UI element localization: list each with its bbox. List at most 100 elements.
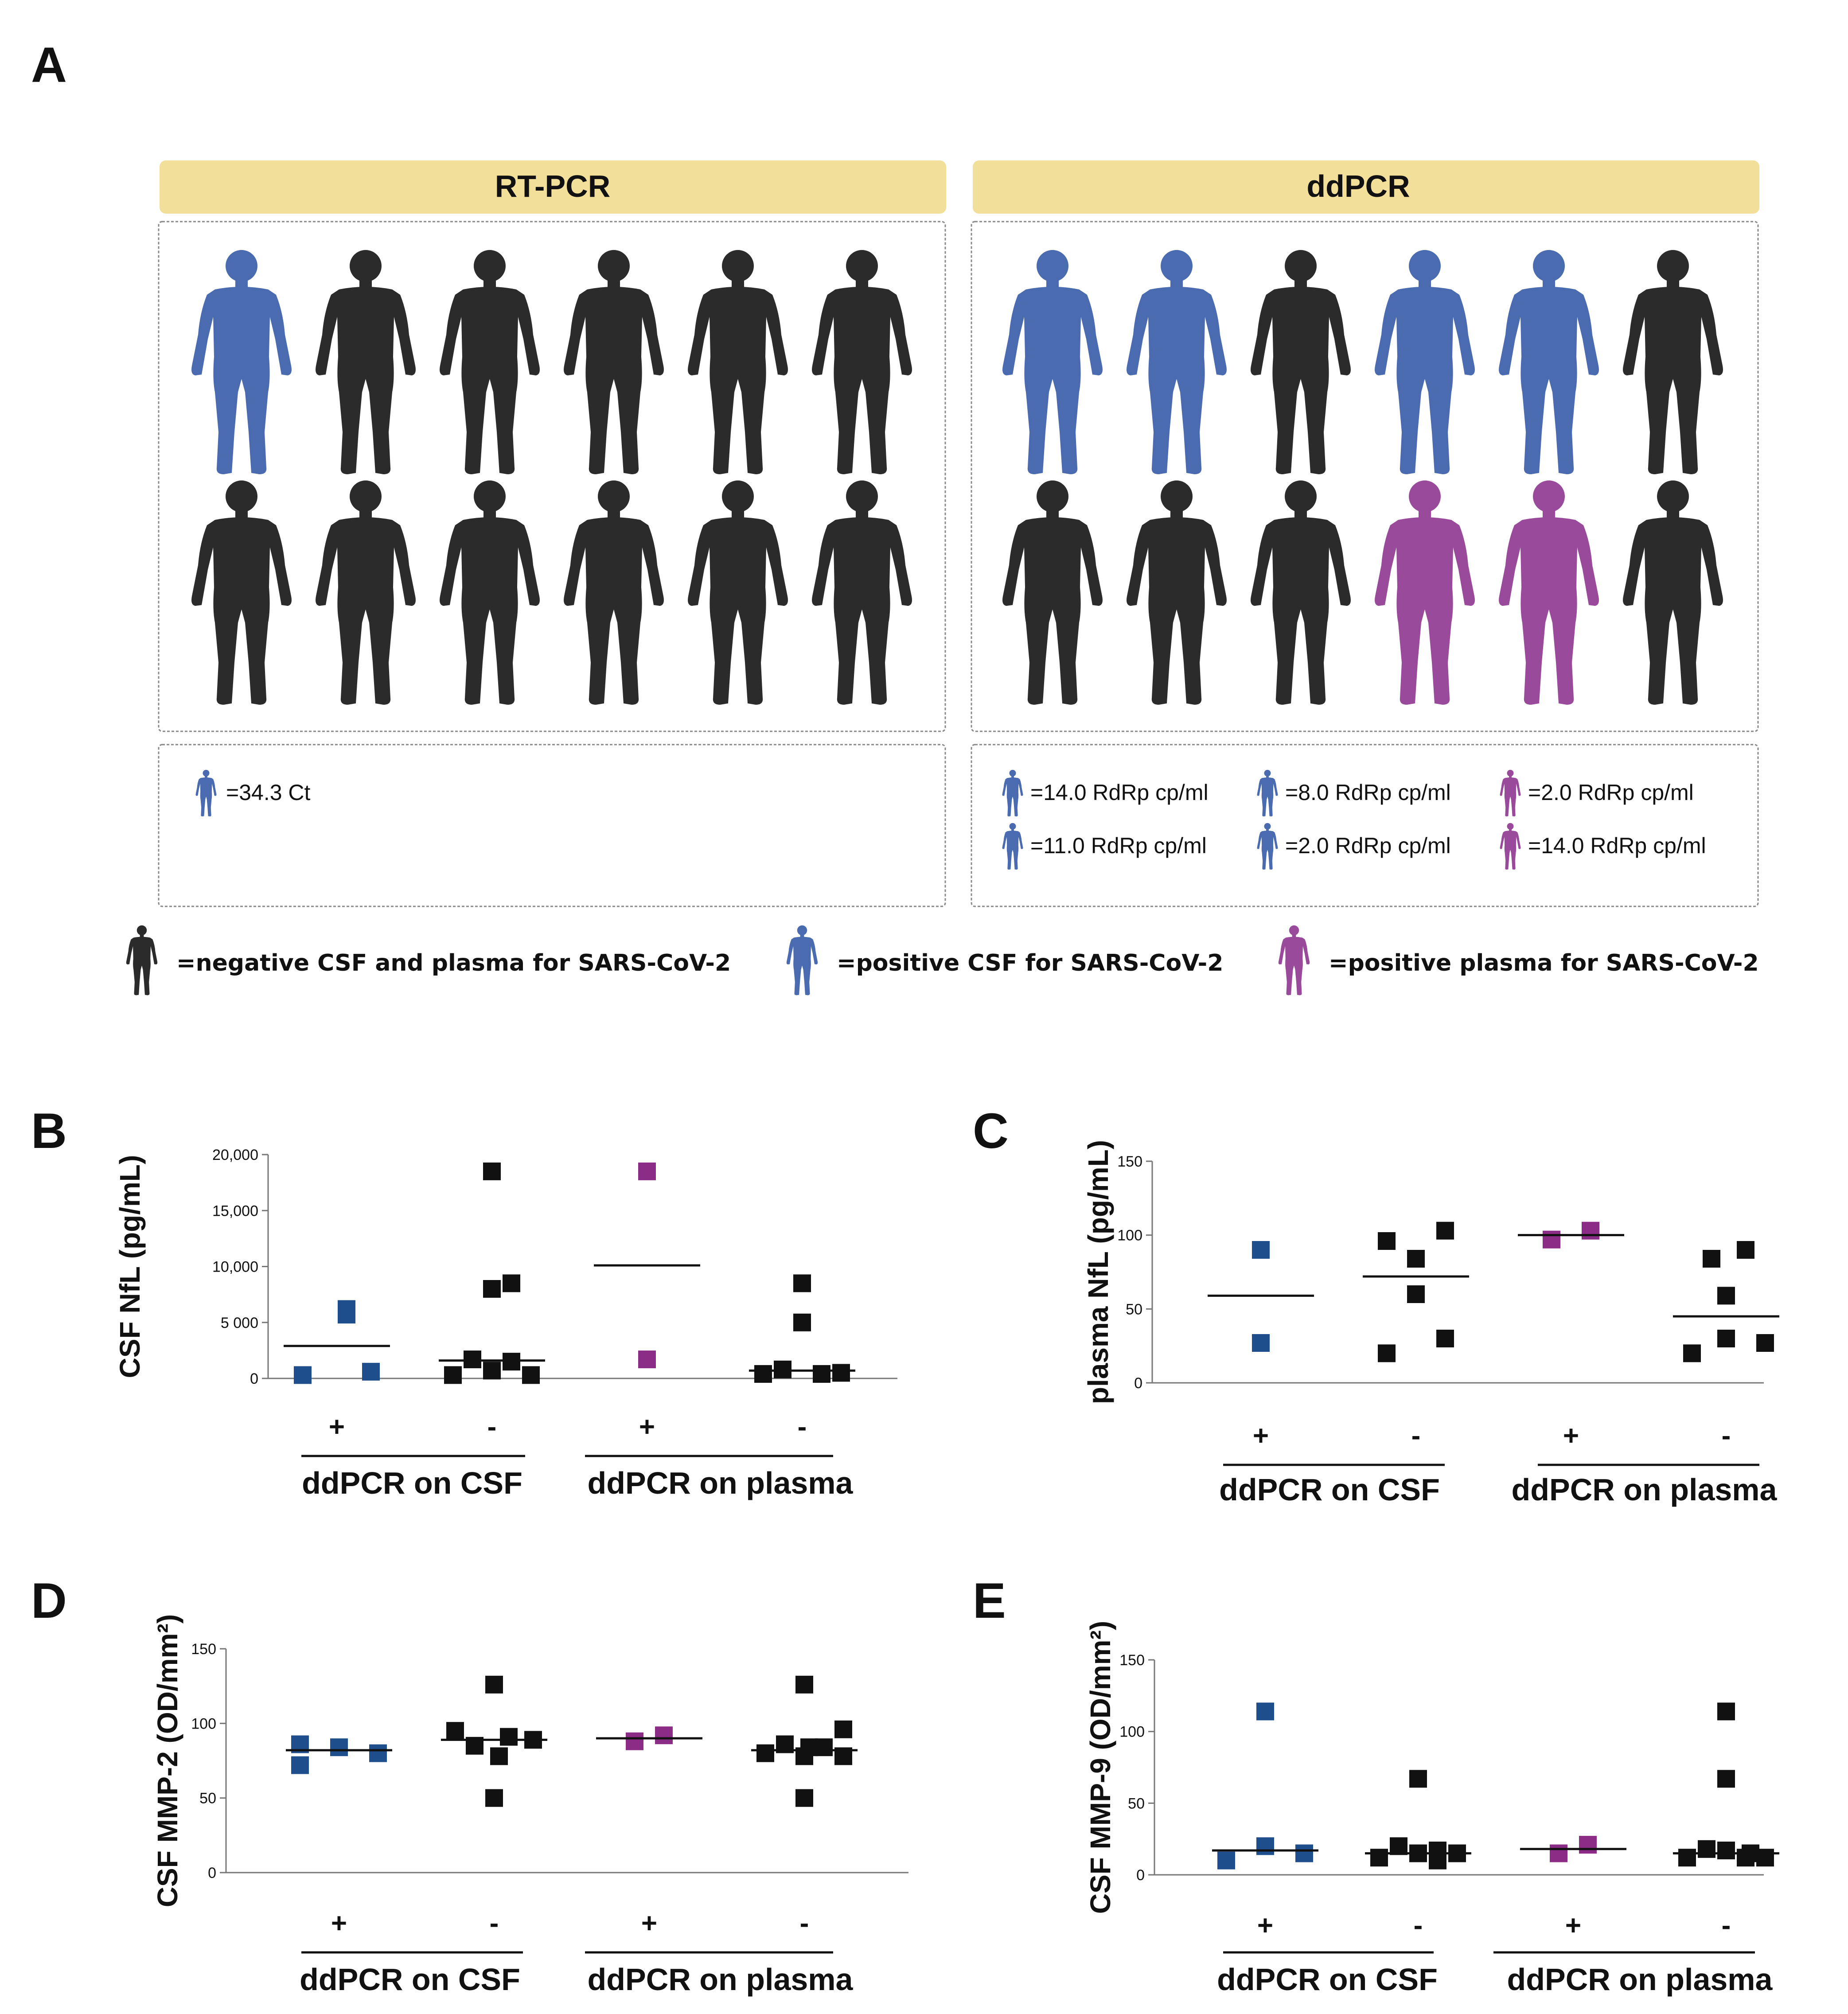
rdrp-value: =14.0 RdRp cp/ml xyxy=(1030,780,1209,805)
panel-letter-a: A xyxy=(31,37,67,93)
data-point-black xyxy=(774,1360,791,1378)
group-label: ddPCR on plasma xyxy=(588,1466,854,1500)
data-point-black xyxy=(1378,1232,1396,1250)
category-label: + xyxy=(641,1908,657,1939)
ddpcr-title: ddPCR xyxy=(1306,169,1410,203)
y-axis-label: CSF MMP-9 (OD/mm²) xyxy=(1084,1621,1116,1914)
data-point-blue xyxy=(1256,1837,1274,1855)
y-tick-label: 5 000 xyxy=(221,1315,258,1331)
key-blue-person-icon xyxy=(786,925,818,995)
ddpcr-values-box xyxy=(971,744,1759,907)
rtpcr-black-person-icon xyxy=(316,480,416,705)
data-point-black xyxy=(1390,1837,1407,1855)
rtpcr-black-person-icon xyxy=(316,250,416,474)
data-point-purple xyxy=(655,1726,673,1745)
group-label: ddPCR on CSF xyxy=(302,1466,522,1500)
group-label: ddPCR on plasma xyxy=(1512,1472,1778,1507)
y-tick-label: 50 xyxy=(1128,1795,1145,1812)
data-point-black xyxy=(1698,1840,1715,1858)
data-point-purple xyxy=(1579,1836,1597,1854)
panel-letter-d: D xyxy=(31,1573,67,1628)
data-point-black xyxy=(1717,1287,1735,1305)
group-label: ddPCR on plasma xyxy=(588,1962,854,1997)
panel-letter-e: E xyxy=(973,1573,1006,1628)
y-tick-label: 0 xyxy=(1136,1867,1145,1884)
data-point-black xyxy=(503,1353,520,1371)
y-tick-label: 0 xyxy=(208,1865,216,1881)
rtpcr-black-person-icon xyxy=(812,480,912,705)
data-point-black xyxy=(464,1350,481,1369)
data-point-black xyxy=(1683,1344,1701,1362)
y-tick-label: 150 xyxy=(1117,1153,1142,1170)
y-tick-label: 20,000 xyxy=(212,1147,258,1163)
key-black-person-icon xyxy=(126,925,158,995)
rtpcr-title: RT-PCR xyxy=(495,169,611,203)
data-point-blue xyxy=(362,1362,380,1381)
data-point-black xyxy=(793,1274,811,1292)
ddpcr-purple-person-icon xyxy=(1375,480,1475,705)
rtpcr-black-person-icon xyxy=(440,480,540,705)
data-point-black xyxy=(483,1362,501,1380)
data-point-purple xyxy=(1543,1230,1560,1249)
y-tick-label: 0 xyxy=(250,1370,258,1387)
blue-mini-person-icon xyxy=(1002,823,1023,870)
y-tick-label: 10,000 xyxy=(212,1259,258,1276)
rdrp-value: =2.0 RdRp cp/ml xyxy=(1528,780,1694,805)
data-point-blue xyxy=(338,1300,355,1318)
data-point-blue xyxy=(294,1366,312,1384)
y-tick-label: 150 xyxy=(1119,1652,1145,1669)
rdrp-value: =14.0 RdRp cp/ml xyxy=(1528,833,1706,858)
data-point-black xyxy=(756,1744,774,1762)
group-label: ddPCR on plasma xyxy=(1507,1962,1773,1997)
data-point-black xyxy=(485,1789,503,1807)
data-point-black xyxy=(1717,1770,1735,1788)
data-point-black xyxy=(1429,1851,1446,1870)
rtpcr-section: RT-PCR =34.3 Ct xyxy=(158,160,946,907)
blue-mini-person-icon xyxy=(1002,769,1023,816)
ddpcr-blue-person-icon xyxy=(1002,250,1103,474)
data-point-blue xyxy=(1252,1334,1270,1352)
data-point-black xyxy=(795,1675,813,1694)
ct-value: =34.3 Ct xyxy=(226,780,311,805)
data-point-black xyxy=(815,1738,833,1756)
data-point-black xyxy=(1436,1330,1454,1347)
ddpcr-black-person-icon xyxy=(1127,480,1227,705)
data-point-black xyxy=(500,1728,518,1746)
figure-key: =negative CSF and plasma for SARS-CoV-2 =… xyxy=(126,925,1759,995)
data-point-blue xyxy=(291,1756,309,1774)
rtpcr-black-person-icon xyxy=(812,250,912,474)
ddpcr-blue-person-icon xyxy=(1375,250,1475,474)
ddpcr-blue-person-icon xyxy=(1499,250,1599,474)
data-point-black xyxy=(483,1162,501,1180)
category-label: - xyxy=(1722,1421,1731,1451)
ddpcr-values: =14.0 RdRp cp/ml =8.0 RdRp cp/ml =2.0 RdRp… xyxy=(1002,769,1706,870)
data-point-purple xyxy=(638,1162,656,1180)
data-point-black xyxy=(1370,1849,1388,1867)
ddpcr-black-person-icon xyxy=(1251,480,1351,705)
data-point-blue xyxy=(1252,1241,1270,1259)
data-point-blue xyxy=(1256,1702,1274,1721)
y-tick-label: 50 xyxy=(199,1790,216,1807)
data-point-black xyxy=(1378,1344,1396,1362)
ddpcr-black-person-icon xyxy=(1251,250,1351,474)
ddpcr-section: ddPCR =14.0 RdRp cp/ml =8.0 RdRp cp/ml =2.… xyxy=(971,160,1759,907)
panel-a: A RT-PCR =34.3 Ct ddPCR =14.0 RdRp cp/ml… xyxy=(31,37,1759,995)
data-point-blue xyxy=(1295,1844,1313,1862)
category-label: - xyxy=(800,1908,809,1939)
rdrp-value: =11.0 RdRp cp/ml xyxy=(1030,833,1207,858)
data-point-black xyxy=(1409,1770,1427,1788)
blue-mini-person-icon xyxy=(1257,769,1278,816)
y-tick-label: 150 xyxy=(191,1641,216,1658)
panel-letter-c: C xyxy=(973,1103,1009,1159)
category-label: + xyxy=(1563,1421,1579,1451)
data-point-black xyxy=(1436,1222,1454,1240)
data-point-black xyxy=(522,1366,540,1384)
group-label: ddPCR on CSF xyxy=(1219,1472,1440,1507)
rtpcr-black-person-icon xyxy=(191,480,292,705)
data-point-purple xyxy=(626,1732,643,1750)
data-point-black xyxy=(1756,1334,1774,1352)
data-point-black xyxy=(1717,1842,1735,1860)
rtpcr-black-person-icon xyxy=(688,480,788,705)
data-point-blue xyxy=(369,1744,387,1762)
data-point-black xyxy=(1737,1241,1754,1259)
